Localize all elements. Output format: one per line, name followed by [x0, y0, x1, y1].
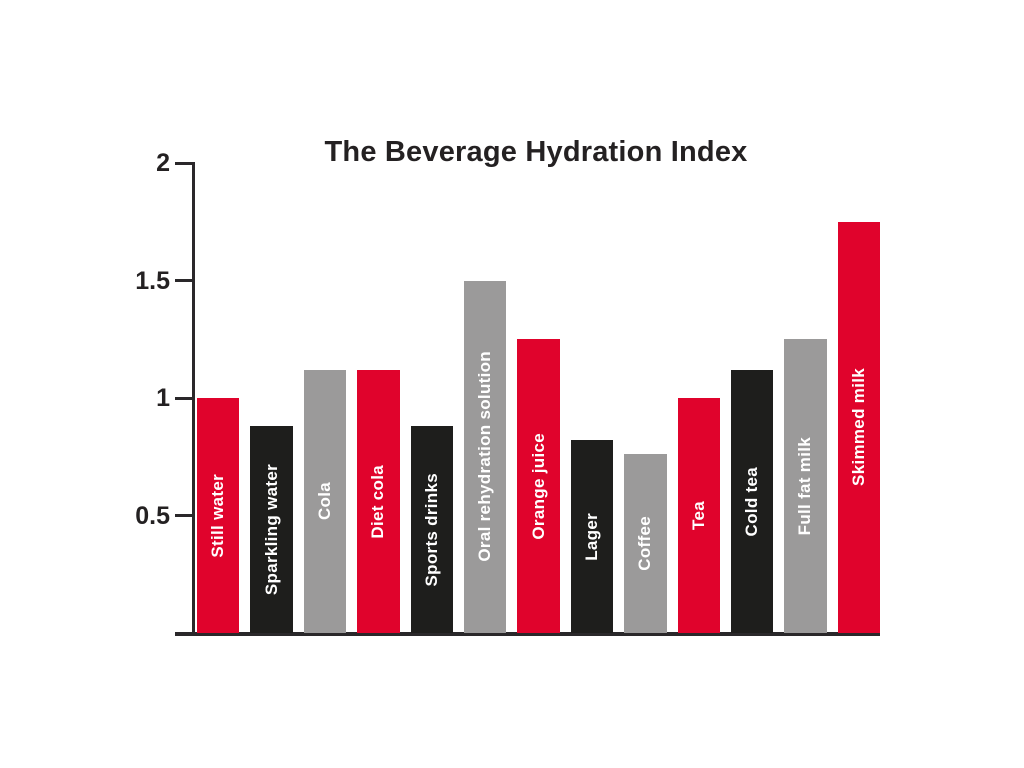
- y-tick-label-1.5: 1.5: [135, 266, 170, 295]
- bar-oral-rehydration-solution: Oral rehydration solution: [463, 280, 507, 633]
- chart-title: The Beverage Hydration Index: [324, 136, 748, 168]
- x-axis-line: [175, 632, 880, 636]
- y-tick-2: [175, 161, 195, 165]
- bars-container: Still water Sparkling water Cola Diet cola S…: [197, 163, 881, 633]
- bar-label-diet-cola: Diet cola: [368, 464, 388, 539]
- bar-orange-juice: Orange juice: [517, 339, 560, 633]
- bar-label-cold-tea: Cold tea: [742, 466, 762, 537]
- bar-tea: Tea: [677, 398, 720, 633]
- bar-cold-tea: Cold tea: [730, 369, 774, 633]
- bar-diet-cola: Diet cola: [357, 369, 400, 633]
- bar-label-cola: Cola: [314, 482, 334, 521]
- plot-area: 2 1.5 1 0.5 Still water Sparkling water Cola D…: [135, 149, 881, 636]
- bar-sparkling-water: Sparkling water: [250, 426, 293, 633]
- bar-label-skimmed-milk: Skimmed milk: [848, 368, 868, 487]
- bar-full-fat-milk: Full fat milk: [784, 339, 827, 633]
- bar-label-lager: Lager: [581, 512, 601, 561]
- y-tick-0.5: [175, 514, 195, 517]
- bar-lager: Lager: [570, 440, 614, 633]
- y-tick-1.5: [175, 279, 195, 282]
- bar-skimmed-milk: Skimmed milk: [837, 221, 881, 633]
- bar-label-coffee: Coffee: [635, 516, 655, 572]
- y-tick-label-2: 2: [156, 149, 170, 177]
- bar-cola: Cola: [303, 369, 347, 633]
- y-tick-1: [175, 396, 195, 400]
- y-tick-label-1: 1: [156, 384, 170, 412]
- bar-label-still-water: Still water: [208, 473, 228, 558]
- bar-label-sparkling-water: Sparkling water: [261, 464, 281, 596]
- bar-label-full-fat-milk: Full fat milk: [795, 436, 815, 536]
- y-tick-label-0.5: 0.5: [135, 501, 170, 530]
- bar-still-water: Still water: [197, 398, 240, 633]
- bar-label-tea: Tea: [688, 501, 708, 530]
- bar-sports-drinks: Sports drinks: [410, 426, 453, 633]
- bar-label-oral-rehydration-solution: Oral rehydration solution: [475, 351, 495, 563]
- bar-label-sports-drinks: Sports drinks: [421, 472, 441, 587]
- bar-label-orange-juice: Orange juice: [528, 432, 548, 540]
- bar-coffee: Coffee: [624, 454, 667, 633]
